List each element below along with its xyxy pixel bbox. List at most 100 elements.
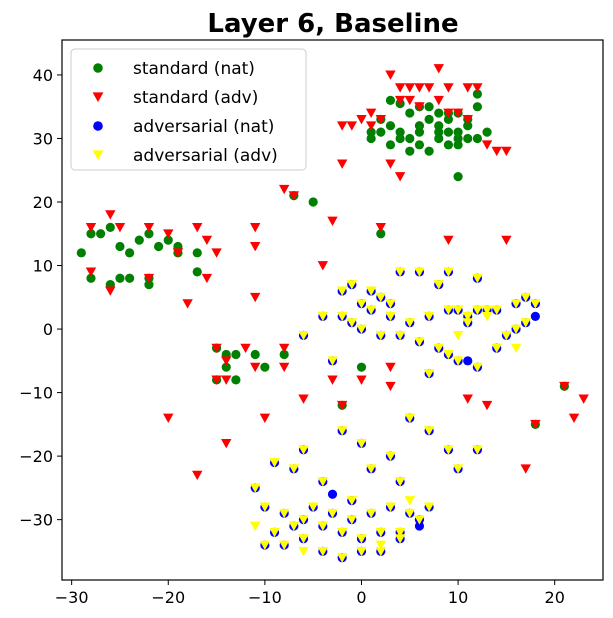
data-point [434,133,444,144]
data-point [356,362,367,372]
data-point [385,299,396,309]
data-point [240,343,251,354]
data-point [472,83,483,93]
data-point [231,375,241,385]
data-point [144,229,154,239]
data-point [144,279,154,290]
data-point [163,413,174,423]
data-point [423,426,435,436]
legend-label: adversarial (adv) [133,146,278,166]
data-point [375,292,387,303]
data-point [463,133,473,144]
y-tick-label: −20 [19,447,53,466]
data-point [105,222,115,233]
data-point [414,140,425,150]
data-point [366,127,376,137]
data-point [192,248,202,258]
data-point [250,242,261,252]
series-3 [250,267,541,563]
data-point [375,540,387,550]
data-point [568,413,580,423]
data-point [250,362,261,373]
data-point [453,140,463,150]
data-point [346,121,358,131]
data-point [423,83,435,93]
data-point [317,521,329,531]
data-point [404,508,415,519]
data-point [443,140,454,150]
data-point [201,235,213,246]
data-point [115,273,125,283]
y-tick-label: −30 [19,511,53,530]
data-point [520,464,531,474]
data-point [443,267,454,277]
data-point [434,121,444,131]
data-point [433,343,444,354]
data-point [385,381,396,392]
data-point [269,458,280,468]
data-point [250,292,261,303]
data-point [85,222,97,233]
data-point [366,133,376,144]
data-point [443,83,454,93]
points-layer [76,64,589,563]
data-point [463,356,473,366]
data-point [472,133,483,144]
data-point [463,121,473,131]
data-point [472,305,483,315]
data-point [462,318,473,328]
data-point [298,546,309,557]
data-point [501,330,512,341]
data-point [510,343,522,354]
data-point [336,121,348,131]
data-point [336,400,348,411]
data-point [317,311,329,322]
data-point [530,311,540,321]
data-point [405,146,415,156]
data-point [491,343,502,354]
data-point [423,311,435,322]
data-point [356,546,367,557]
data-point [86,229,96,239]
data-point [385,502,396,512]
data-point [394,172,406,182]
data-point [86,273,96,283]
data-point [221,356,232,366]
data-point [308,197,318,207]
data-point [376,229,386,239]
data-point [452,356,464,366]
data-point [414,267,425,277]
data-point [346,318,358,328]
y-tick-label: −10 [19,384,53,403]
data-point [385,451,396,462]
data-point [472,102,483,112]
legend-marker [92,150,104,161]
data-point [250,521,261,531]
data-point [414,102,425,112]
data-point [423,369,435,379]
data-point [115,241,125,252]
data-point [259,502,271,512]
legend-marker [92,92,104,103]
data-point [472,89,483,99]
legend-marker [93,121,103,131]
y-tick-label: 40 [33,66,53,85]
data-point [414,83,425,93]
data-point [443,350,454,360]
y-tick-label: 0 [43,320,53,339]
data-point [356,375,367,385]
data-point [433,280,444,290]
data-point [221,375,232,385]
data-point [278,362,290,373]
data-point [443,108,454,118]
data-point [307,502,319,512]
data-point [250,222,261,233]
data-point [559,381,570,392]
data-point [76,248,86,258]
series-1 [85,64,589,481]
data-point [278,508,290,519]
data-point [404,95,415,106]
data-point [346,515,358,525]
data-point [414,515,425,525]
